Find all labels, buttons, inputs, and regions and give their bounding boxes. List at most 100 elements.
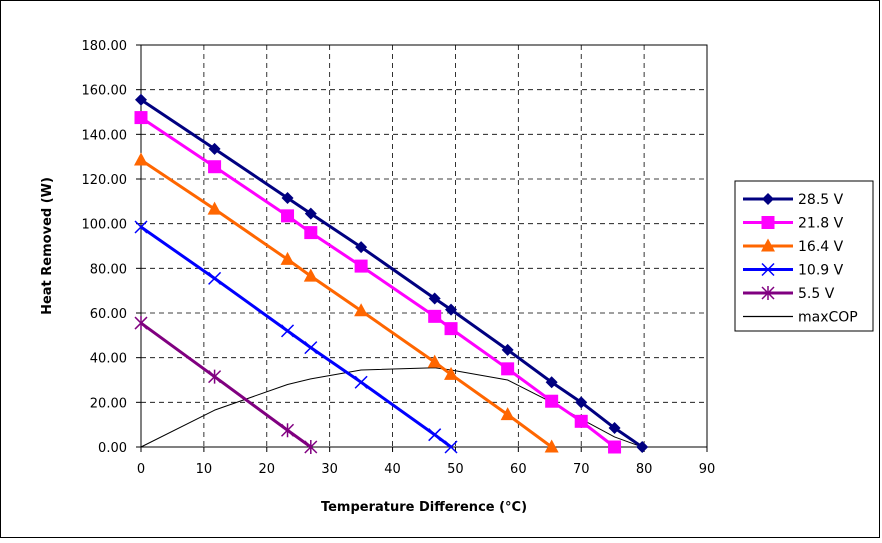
data-point-21-8-v [444,322,458,336]
legend-swatch-marker [761,262,775,277]
y-axis-ticks: 0.00 20.00 40.00 60.00 80.00 100.00 120.00 140.… [82,39,141,456]
legend-label: 5.5 V [798,286,835,302]
data-point-21-8-v [304,226,318,240]
legend-label: maxCOP [798,310,858,326]
y-tick-label: 100.00 [82,218,128,233]
plot-area [140,44,708,448]
data-point-21-8-v [134,111,148,125]
data-point-21-8-v [608,440,622,454]
data-point-28-5-v [575,396,588,409]
marker-stroke [281,324,295,338]
y-tick-label: 0.00 [98,441,127,456]
series-layer [134,93,649,454]
data-point-28-5-v [304,207,317,220]
data-point-28-5-v [135,93,147,106]
y-tick-label: 160.00 [82,84,128,99]
marker-stroke [354,375,368,389]
data-point-28-5-v [445,303,458,316]
legend-box [734,180,874,332]
x-tick-label: 50 [447,462,464,477]
x-tick-label: 60 [510,462,527,477]
y-tick-label: 40.00 [90,352,127,367]
data-point-16-4-v [207,201,222,215]
y-tick-label: 140.00 [82,128,128,143]
legend-entry-16-4-v: 16.4 V [743,238,844,255]
legend-label: 21.8 V [798,216,844,232]
legend-label: 16.4 V [798,239,844,255]
data-point-5-5-v [134,316,148,331]
data-point-28-5-v [355,241,368,254]
data-point-5-5-v [304,440,318,454]
data-point-28-5-v [208,142,221,155]
series-5-5-v [134,316,318,454]
marker-stroke [761,262,775,277]
data-point-28-5-v [545,376,558,389]
legend-entry-28-5-v: 28.5 V [743,192,844,208]
y-axis-label: Heat Removed (W) [40,177,55,315]
data-point-21-8-v [354,259,368,273]
legend-swatch-marker [761,216,775,229]
x-tick-label: 20 [259,462,276,477]
legend-entry-10-9-v: 10.9 V [743,263,844,279]
x-tick-label: 10 [196,462,213,477]
data-point-5-5-v [208,369,222,384]
data-point-16-4-v [544,439,559,453]
marker-stroke [208,271,222,285]
marker-stroke [428,428,442,442]
x-tick-label: 40 [384,462,401,477]
data-point-10-9-v [208,271,222,285]
data-point-28-5-v [428,292,441,305]
data-point-10-9-v [428,428,442,442]
legend-items: 28.5 V 21.8 V 16.4 V 10.9 V 5.5 V maxCOP [743,192,858,326]
legend-swatch-marker [761,238,775,252]
y-tick-label: 60.00 [90,307,127,322]
data-point-21-8-v [281,209,295,223]
x-axis-ticks: 0 10 20 30 40 50 60 70 80 90 [137,447,715,477]
x-tick-label: 0 [137,462,145,477]
data-point-21-8-v [501,362,515,376]
data-point-10-9-v [444,440,458,454]
x-tick-label: 90 [699,462,716,477]
data-point-16-4-v [500,407,515,421]
x-tick-label: 70 [573,462,590,477]
data-point-21-8-v [545,394,559,408]
series-21-8-v [134,111,622,454]
y-tick-label: 180.00 [82,39,128,54]
x-tick-label: 30 [321,462,338,477]
data-point-28-5-v [281,191,294,204]
data-point-16-4-v [444,366,459,380]
y-tick-label: 120.00 [82,173,128,188]
series-10-9-v [134,220,458,454]
legend-entry-21-8-v: 21.8 V [743,216,844,232]
data-point-16-4-v [303,268,318,282]
legend-label: 10.9 V [798,263,844,279]
legend-entry-5-5-v: 5.5 V [743,286,835,302]
x-tick-label: 80 [636,462,653,477]
data-point-28-5-v [636,441,649,453]
data-point-5-5-v [281,423,295,438]
data-point-10-9-v [304,341,318,355]
series-16-4-v [134,152,559,453]
data-point-21-8-v [574,414,588,428]
data-point-28-5-v [608,422,621,435]
marker-stroke [134,220,148,234]
data-point-10-9-v [354,375,368,389]
series-28-5-v [135,93,649,453]
legend: 28.5 V 21.8 V 16.4 V 10.9 V 5.5 V maxCOP [734,180,874,332]
data-point-21-8-v [208,160,222,174]
marker-stroke [444,440,458,454]
y-tick-label: 20.00 [90,396,127,411]
legend-entry-maxcop: maxCOP [743,310,858,326]
data-point-16-4-v [280,251,295,265]
legend-swatch-marker [762,193,774,205]
data-point-16-4-v [134,152,148,166]
y-tick-label: 80.00 [90,262,127,277]
marker-stroke [304,341,318,355]
data-point-28-5-v [501,343,514,356]
data-point-10-9-v [281,324,295,338]
data-point-21-8-v [428,309,442,323]
data-point-16-4-v [354,303,369,317]
data-point-10-9-v [134,220,148,234]
